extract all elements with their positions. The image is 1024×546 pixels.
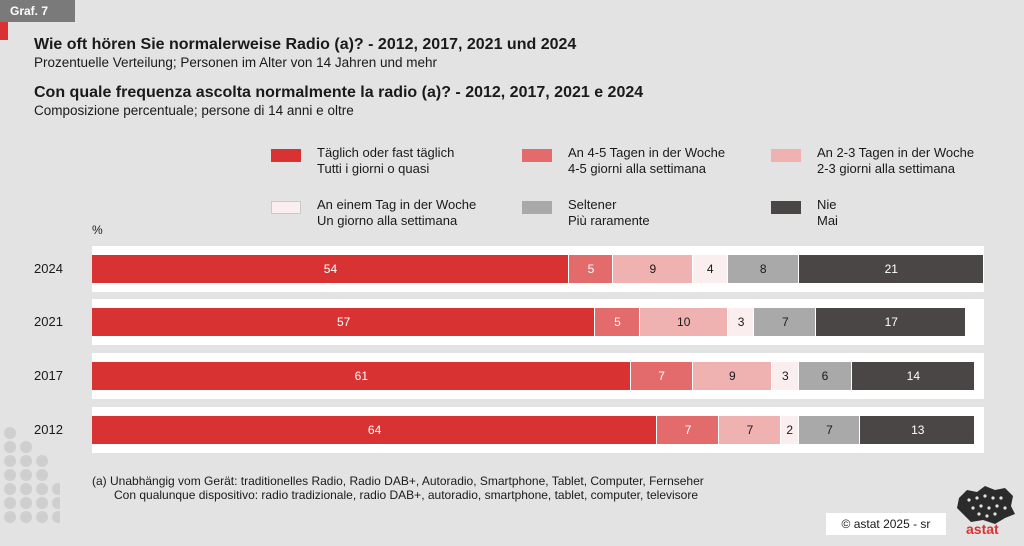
astat-logo-icon xyxy=(957,486,1015,524)
decorative-dot xyxy=(20,455,32,467)
bar-segment xyxy=(780,416,799,444)
decorative-dot xyxy=(20,469,32,481)
legend-swatch xyxy=(522,149,552,162)
legend-label-italian: 2-3 giorni alla settimana xyxy=(817,161,956,176)
legend-label: Seltener Più raramente xyxy=(568,197,650,229)
bar-segment xyxy=(595,308,640,336)
decorative-dot xyxy=(36,469,48,481)
title-italian: Con quale frequenza ascolta normalmente … xyxy=(34,84,644,101)
legend-swatch xyxy=(771,149,801,162)
bar-segment xyxy=(613,255,693,283)
legend-label-italian: Mai xyxy=(817,213,838,228)
decorative-dot xyxy=(36,483,48,495)
decorative-dot xyxy=(36,511,48,523)
legend-label-italian: Più raramente xyxy=(568,213,650,228)
copyright-credit: © astat 2025 - sr xyxy=(826,513,946,535)
decorative-dot xyxy=(36,455,48,467)
legend-label-german: An 4-5 Tagen in der Woche xyxy=(568,145,726,160)
bar-segment xyxy=(92,416,658,444)
legend-swatch xyxy=(271,201,301,214)
bar-segment xyxy=(92,255,569,283)
decorative-dot xyxy=(20,483,32,495)
decorative-dot xyxy=(20,441,32,453)
legend-label: Nie Mai xyxy=(817,197,838,229)
astat-logo-text: astat xyxy=(966,521,999,537)
legend-label-german: Seltener xyxy=(568,197,617,212)
decorative-dot xyxy=(4,427,16,439)
legend-label-italian: 4-5 giorni alla settimana xyxy=(568,161,707,176)
legend-swatch xyxy=(522,201,552,214)
bar-segment xyxy=(798,416,861,444)
bar-segment xyxy=(639,308,728,336)
bar-segment xyxy=(727,308,755,336)
bar-segment xyxy=(92,362,631,390)
decorative-dot xyxy=(52,483,60,495)
year-label: 2021 xyxy=(34,314,63,329)
footnote-italian: Con qualunque dispositivo: radio tradizi… xyxy=(114,488,699,502)
bar-segment xyxy=(798,362,852,390)
bar-segment xyxy=(816,308,967,336)
graph-number-tag: Graf. 7 xyxy=(0,0,75,22)
bar-segment xyxy=(92,308,596,336)
unit-label: % xyxy=(92,223,103,237)
decorative-dot xyxy=(20,511,32,523)
decorative-dot xyxy=(52,497,60,509)
decorative-dots xyxy=(4,427,60,523)
decorative-dot xyxy=(4,441,16,453)
bar-segment xyxy=(727,255,799,283)
footnote: (a) Unabhängig vom Gerät: traditionelles… xyxy=(92,474,704,502)
decorative-dot xyxy=(4,497,16,509)
legend-swatch xyxy=(271,149,301,162)
bar-segment xyxy=(630,362,693,390)
decorative-dot xyxy=(4,511,16,523)
decorative-dot xyxy=(4,469,16,481)
legend-label-italian: Un giorno alla settimana xyxy=(317,213,458,228)
bar-segment xyxy=(860,416,976,444)
legend-label: Täglich oder fast täglich Tutti i giorni … xyxy=(317,145,454,177)
legend-label-german: An einem Tag in der Woche xyxy=(317,197,477,212)
legend-label: An 4-5 Tagen in der Woche 4-5 giorni alla… xyxy=(568,145,725,177)
year-label: 2012 xyxy=(34,422,63,437)
bar-segment xyxy=(851,362,976,390)
title-german: Wie oft hören Sie normalerweise Radio (a… xyxy=(34,36,577,53)
year-label: 2017 xyxy=(34,368,63,383)
subtitle-italian: Composizione percentuale; persone di 14 … xyxy=(34,103,354,118)
decorative-dot xyxy=(4,455,16,467)
legend-label: An 2-3 Tagen in der Woche 2-3 giorni alla… xyxy=(817,145,974,177)
bar-segment xyxy=(754,308,817,336)
decorative-dot xyxy=(4,483,16,495)
tag-accent-stripe xyxy=(0,22,8,40)
subtitle-german: Prozentuelle Verteilung; Personen im Alt… xyxy=(34,55,437,70)
bar-segment xyxy=(657,416,720,444)
decorative-dot xyxy=(20,497,32,509)
legend-swatch xyxy=(771,201,801,214)
legend-label-german: Täglich oder fast täglich xyxy=(317,145,455,160)
legend-label-italian: Tutti i giorni o quasi xyxy=(317,161,430,176)
footnote-german: (a) Unabhängig vom Gerät: traditionelles… xyxy=(92,474,704,488)
bar-segment xyxy=(772,362,799,390)
bar-segment xyxy=(798,255,984,283)
legend-label: An einem Tag in der Woche Un giorno alla … xyxy=(317,197,476,229)
bar-segment xyxy=(719,416,781,444)
legend-label-german: Nie xyxy=(817,197,837,212)
decorative-dot xyxy=(36,497,48,509)
decorative-dot xyxy=(52,511,60,523)
year-label: 2024 xyxy=(34,261,63,276)
bar-segment xyxy=(692,255,728,283)
legend-label-german: An 2-3 Tagen in der Woche xyxy=(817,145,975,160)
bar-segment xyxy=(692,362,773,390)
bar-segment xyxy=(568,255,614,283)
